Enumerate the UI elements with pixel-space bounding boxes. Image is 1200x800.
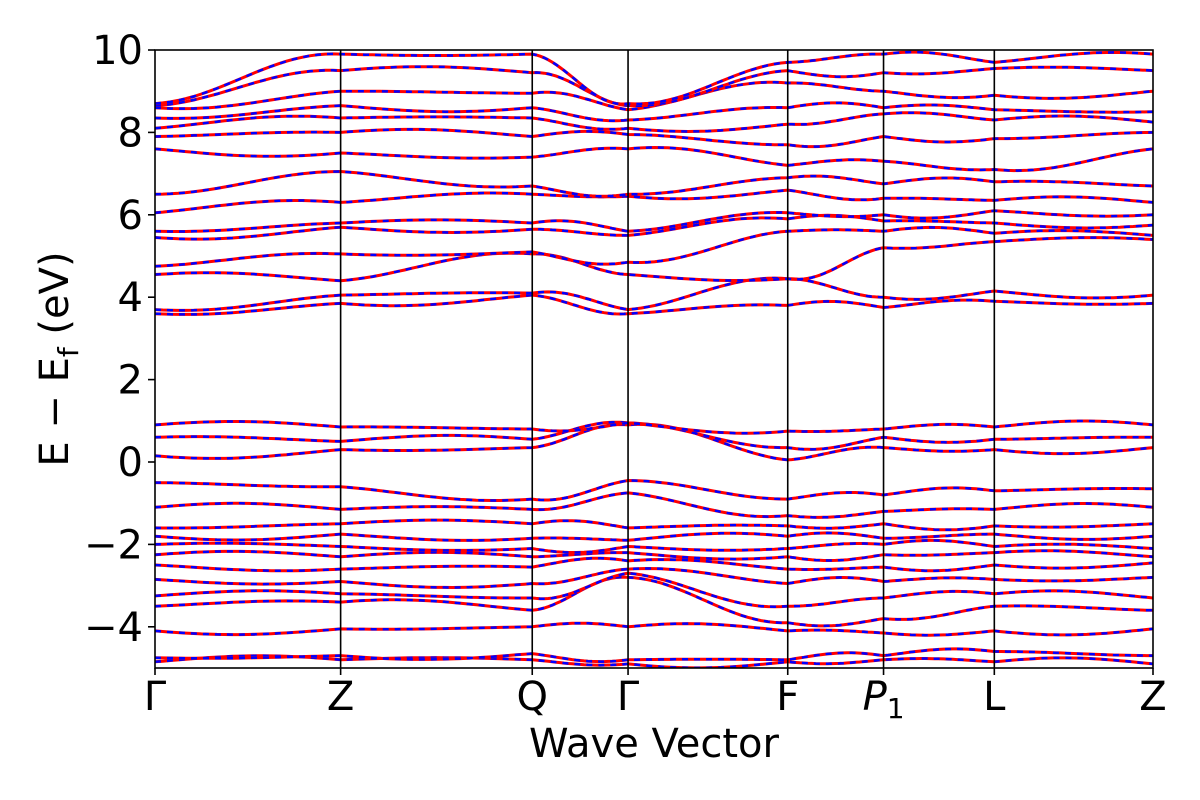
band-28-dashed (155, 101, 1153, 122)
plot-frame (154, 49, 1154, 669)
band-24-dashed (155, 170, 1153, 198)
band-16-dashed (155, 419, 1153, 435)
x-axis-label: Wave Vector (529, 721, 780, 767)
band-20-dashed (155, 226, 1153, 268)
band-21-solid (155, 213, 1153, 241)
band-4-dashed (155, 575, 1153, 628)
y-axis-label-sub: f (52, 346, 85, 357)
band-12-solid (155, 491, 1153, 519)
band-26-dashed (155, 128, 1153, 148)
band-6-dashed (155, 567, 1153, 589)
band-31-dashed (155, 50, 1153, 106)
band-11-dashed (155, 518, 1153, 532)
band-10-dashed (155, 531, 1153, 542)
band-15-dashed (155, 420, 1153, 451)
band-14-dashed (155, 422, 1153, 462)
y-tick-label: 10 (92, 28, 143, 74)
y-axis-label-prefix: E − E (32, 357, 78, 467)
y-tick-label: 8 (118, 110, 143, 156)
band-29-dashed (155, 81, 1153, 111)
band-19-dashed (155, 236, 1153, 282)
band-7-dashed (155, 557, 1153, 572)
band-16-solid (155, 419, 1153, 435)
band-14-solid (155, 422, 1153, 462)
x-tick-label: Γ (144, 674, 167, 720)
y-tick-label: 4 (118, 275, 143, 321)
band-25-solid (155, 145, 1153, 173)
band-3-solid (155, 621, 1153, 637)
x-tick-label: P1 (863, 674, 905, 725)
band-23-dashed (155, 188, 1153, 214)
band-13-dashed (155, 479, 1153, 502)
high-symmetry-lines (339, 50, 996, 668)
band-9-dashed (155, 539, 1153, 554)
band-25-dashed (155, 146, 1153, 172)
band-5-dashed (155, 571, 1153, 609)
y-tick-label: 6 (118, 193, 143, 239)
band-30-dashed (155, 65, 1153, 108)
band-22-dashed (155, 209, 1153, 233)
y-axis-label: E − Ef (eV) (32, 251, 85, 466)
x-tick-label: Z (1139, 674, 1166, 720)
x-tick-label: F (776, 674, 799, 720)
band-22-solid (155, 209, 1153, 233)
band-12-dashed (155, 491, 1153, 519)
band-2-dashed (155, 647, 1153, 663)
bands-layer (155, 50, 1153, 668)
band-27-solid (155, 111, 1153, 134)
y-tick-label: 0 (118, 440, 143, 486)
x-tick-label: Γ (617, 674, 640, 720)
x-tick-label: Q (517, 674, 548, 720)
x-tick-label: L (983, 674, 1006, 720)
band-19-solid (155, 236, 1153, 283)
y-tick-label: 2 (118, 358, 143, 404)
band-27-dashed (155, 111, 1153, 133)
y-tick-label: −2 (84, 522, 143, 568)
x-tick-label: Z (327, 674, 354, 720)
band-8-dashed (155, 549, 1153, 562)
y-tick-label: −4 (84, 605, 143, 651)
y-axis-label-suffix: (eV) (32, 251, 78, 347)
band-21-dashed (155, 214, 1153, 241)
band-18-dashed (155, 276, 1153, 312)
band-30-solid (155, 65, 1153, 108)
y-axis-ticks: −4 −2 0 2 4 6 8 10 (84, 28, 155, 651)
band-24-solid (155, 169, 1153, 198)
band-3-dashed (155, 621, 1153, 637)
x-axis-ticks: Γ Z Q Γ F P1 L Z (144, 668, 1167, 725)
band-17-dashed (155, 293, 1153, 316)
